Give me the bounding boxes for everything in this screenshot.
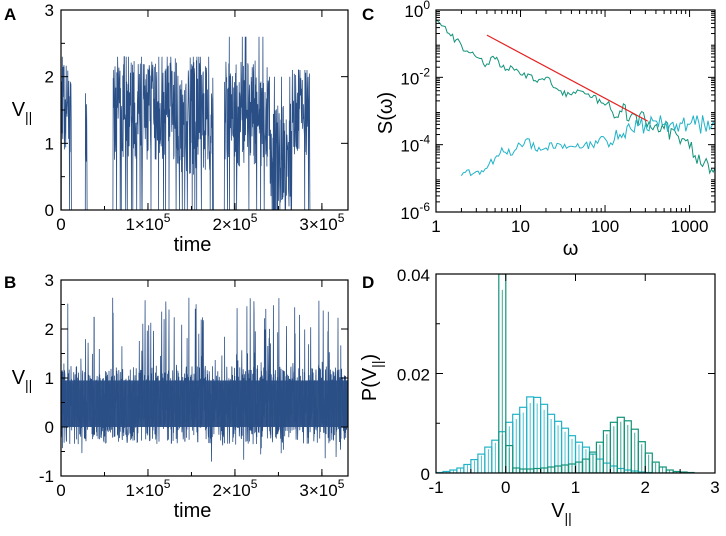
y-axis-label: V|| (12, 99, 33, 125)
y-tick-label: 2 (45, 320, 54, 339)
y-tick-label: 3 (45, 1, 54, 20)
x-axis-label: time (174, 234, 212, 256)
x-tick-label: 3 (710, 478, 719, 497)
y-tick-label: -1 (39, 467, 54, 486)
y-axis-label: S(ω) (375, 92, 397, 134)
y-tick-label: 10-2 (400, 65, 430, 88)
x-tick-label: 2×105 (212, 477, 257, 500)
panel-label-c: C (362, 5, 374, 24)
panel-a: 0 1×105 2×105 3×105 0 1 2 3 time V|| (12, 1, 349, 256)
y-tick-label: 0.04 (397, 266, 430, 285)
y-tick-label: 3 (45, 271, 54, 290)
y-tick-label: 0 (45, 201, 54, 220)
y-tick-label: 10-4 (400, 133, 430, 156)
spectrum-series-2 (486, 34, 648, 122)
y-tick-label: 0.02 (397, 366, 430, 385)
x-tick-label: 3×105 (299, 477, 344, 500)
y-tick-label: 100 (404, 0, 430, 21)
x-tick-label: 0 (56, 481, 65, 500)
x-axis-label: V|| (551, 500, 572, 526)
panel-d: -1 0 1 2 300.020.04V||P(V||) (359, 266, 720, 526)
x-tick-label: 10 (511, 217, 530, 236)
panel-c: 1 10 100 1000 10-6 10-4 10-2 100 ω S(ω) (375, 0, 716, 260)
hist-bar-a (498, 274, 507, 473)
x-tick-label: 100 (591, 217, 619, 236)
series-b-trace (61, 297, 348, 462)
x-axis-label: time (174, 500, 212, 522)
panel-c-frame (435, 9, 716, 213)
spectrum-series-0 (436, 19, 715, 175)
series-a-trace (61, 36, 348, 210)
x-tick-label: -1 (428, 478, 443, 497)
y-tick-label: 10-6 (400, 200, 430, 223)
y-tick-label: 1 (45, 369, 54, 388)
x-tick-label: 3×105 (299, 211, 344, 234)
panel-label-a: A (4, 5, 16, 24)
x-axis-label: ω (563, 238, 579, 260)
y-tick-label: 0 (45, 418, 54, 437)
x-tick-label: 2 (641, 478, 650, 497)
x-tick-label: 1×105 (125, 211, 170, 234)
panel-label-b: B (4, 273, 16, 292)
x-tick-label: 1×105 (125, 477, 170, 500)
y-tick-label: 0 (421, 465, 430, 484)
spectrum-series-1 (460, 115, 715, 177)
panel-label-d: D (362, 273, 374, 292)
x-tick-label: 1000 (671, 217, 709, 236)
y-axis-label: V|| (12, 367, 33, 393)
hist-bar-a (505, 445, 514, 473)
x-tick-label: 0 (56, 215, 65, 234)
x-tick-label: 0 (501, 478, 510, 497)
y-tick-label: 2 (45, 68, 54, 87)
y-axis-label: P(V||) (359, 354, 385, 401)
x-tick-label: 2×105 (212, 211, 257, 234)
y-tick-label: 1 (45, 134, 54, 153)
x-tick-label: 1 (431, 217, 440, 236)
x-tick-label: 1 (571, 478, 580, 497)
